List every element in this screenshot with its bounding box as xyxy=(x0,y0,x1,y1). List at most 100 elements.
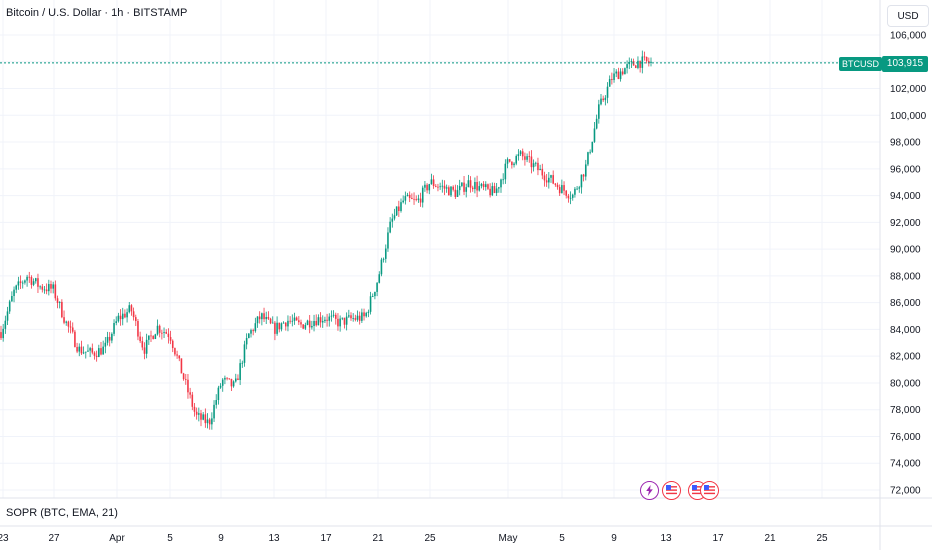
candle-body xyxy=(274,322,276,334)
candle-body xyxy=(424,184,426,188)
price-tick-label: 98,000 xyxy=(890,138,921,149)
candle-body xyxy=(574,188,576,195)
candle-body xyxy=(98,348,100,357)
candle-body xyxy=(352,318,354,319)
candle-body xyxy=(54,284,57,299)
candle-body xyxy=(380,259,383,275)
price-tick-label: 90,000 xyxy=(890,245,921,256)
candle-body xyxy=(200,413,202,420)
candle-body xyxy=(276,322,278,334)
candle-body xyxy=(328,316,331,321)
candle-body xyxy=(158,325,161,333)
candle-body xyxy=(319,317,322,323)
candle-body xyxy=(13,289,15,297)
time-tick-label: Apr xyxy=(109,533,125,544)
candle-body xyxy=(545,180,548,183)
candle-body xyxy=(634,65,637,68)
candle-body xyxy=(556,184,559,188)
candle-body xyxy=(393,215,396,219)
candle-body xyxy=(39,286,41,288)
candle-body xyxy=(637,60,639,68)
time-tick-label: 21 xyxy=(764,533,776,544)
candle-body xyxy=(134,317,137,322)
indicator-legend[interactable]: SOPR (BTC, EMA, 21) xyxy=(6,507,118,519)
price-tick-label: 86,000 xyxy=(890,298,921,309)
candle-body xyxy=(302,324,304,329)
candle-body xyxy=(413,198,415,200)
price-tick-label: 80,000 xyxy=(890,378,921,389)
candle-body xyxy=(89,348,91,351)
candle-body xyxy=(15,285,18,290)
candle-body xyxy=(469,180,472,188)
candle-body xyxy=(300,322,302,325)
candle-body xyxy=(650,61,652,64)
candle-body xyxy=(378,274,381,283)
candle-body xyxy=(311,325,313,328)
candle-body xyxy=(245,338,248,345)
candle-body xyxy=(430,179,433,185)
candle-body xyxy=(143,347,146,354)
last-price-badge: 103,915 xyxy=(882,56,928,72)
candle-body xyxy=(448,187,450,196)
candle-body xyxy=(534,162,537,164)
candle-body xyxy=(648,61,650,64)
candle-body xyxy=(293,317,296,321)
candle-body xyxy=(567,195,570,199)
candle-body xyxy=(37,278,39,287)
price-tick-label: 106,000 xyxy=(890,31,927,42)
candle-body xyxy=(530,156,533,168)
candle-body xyxy=(600,98,602,105)
candle-body xyxy=(4,320,7,329)
candle-body xyxy=(641,56,644,68)
candle-body xyxy=(184,379,187,380)
candle-body xyxy=(258,316,261,320)
candle-body xyxy=(271,322,274,324)
candle-body xyxy=(521,151,524,157)
time-tick-label: 27 xyxy=(48,533,60,544)
time-tick-label: 23 xyxy=(0,533,9,544)
candle-body xyxy=(221,379,224,386)
candle-body xyxy=(167,333,170,338)
time-tick-label: 5 xyxy=(167,533,173,544)
candle-body xyxy=(330,315,333,317)
candle-body xyxy=(402,200,404,203)
candle-body xyxy=(537,162,539,171)
candle-body xyxy=(434,186,437,187)
candle-body xyxy=(102,346,104,355)
candle-body xyxy=(74,331,76,347)
candle-body xyxy=(519,151,522,155)
candle-body xyxy=(511,161,513,166)
candle-body xyxy=(76,346,78,352)
candle-body xyxy=(24,280,26,283)
price-axis[interactable]: 106,000104,000102,000100,00098,00096,000… xyxy=(890,31,927,497)
candle-body xyxy=(371,296,374,297)
us-flag-icon[interactable] xyxy=(662,481,681,500)
price-tick-label: 82,000 xyxy=(890,352,921,363)
candle-body xyxy=(571,194,574,198)
candle-body xyxy=(69,326,72,328)
candle-body xyxy=(211,418,213,425)
currency-button[interactable]: USD xyxy=(887,5,929,27)
candle-body xyxy=(289,320,291,322)
candle-body xyxy=(115,321,118,324)
candle-body xyxy=(67,321,70,327)
candle-body xyxy=(171,340,174,349)
candle-body xyxy=(198,413,200,415)
us-flag-icon[interactable] xyxy=(700,481,719,500)
candle-body xyxy=(154,334,157,340)
candle-body xyxy=(404,196,407,201)
candle-body xyxy=(204,414,207,424)
candle-body xyxy=(408,194,411,198)
candle-body xyxy=(341,317,344,319)
candle-body xyxy=(48,284,50,292)
time-tick-label: 25 xyxy=(816,533,828,544)
candle-body xyxy=(454,189,457,197)
candle-body xyxy=(215,399,218,405)
candle-body xyxy=(141,341,144,348)
time-tick-label: 25 xyxy=(424,533,436,544)
lightning-icon[interactable] xyxy=(640,481,659,500)
candlestick-series xyxy=(0,50,652,430)
candle-body xyxy=(543,175,546,181)
time-axis[interactable]: 23 27 Apr 5 9 13 17 21 25 May 5 9 13 17 21 25 xyxy=(0,533,828,544)
